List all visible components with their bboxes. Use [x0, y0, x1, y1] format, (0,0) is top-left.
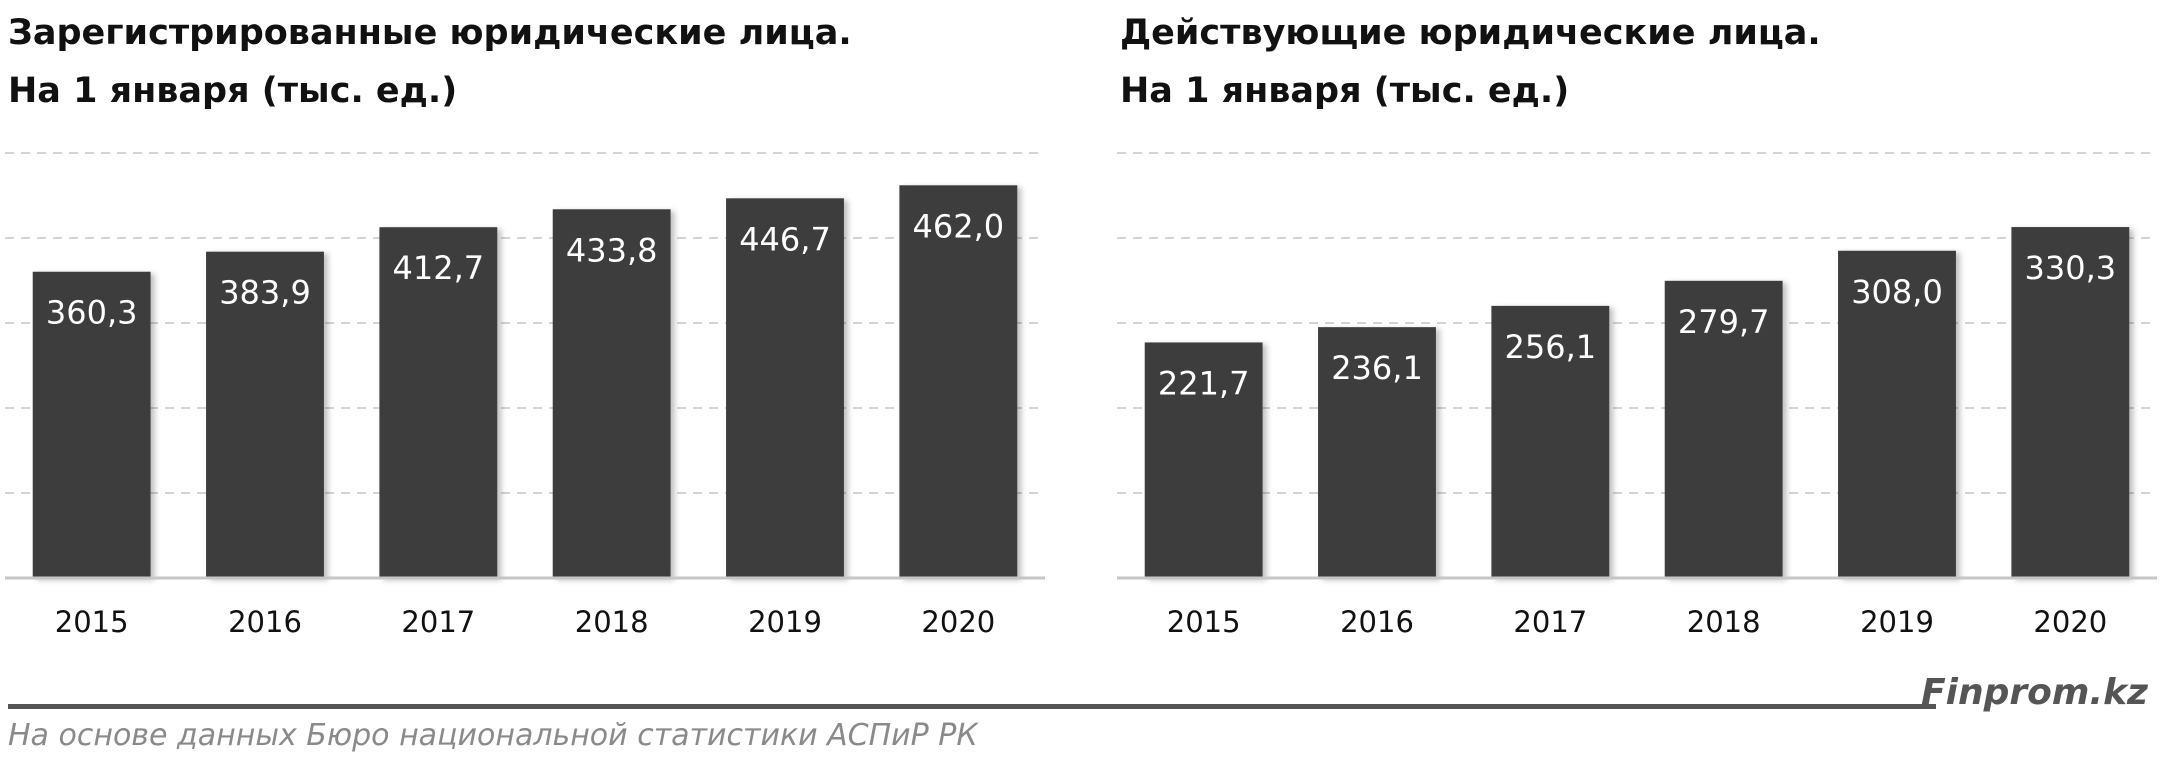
bar-chart-registered: 360,3 2015 383,9 2016 412,7 2017 433,8 2018 446,… — [5, 152, 1045, 639]
x-tick-label: 2019 — [748, 605, 822, 639]
bar — [899, 185, 1018, 579]
chart-title-line-1: Зарегистрированные юридические лица. — [8, 13, 852, 53]
x-tick-label: 2019 — [1860, 605, 1934, 639]
chart-active-entities: Действующие юридические лица. На 1 январ… — [1112, 0, 2160, 640]
bar — [2011, 227, 2130, 578]
x-tick-label: 2016 — [228, 605, 302, 639]
x-tick-label: 2018 — [575, 605, 649, 639]
data-label: 256,1 — [1505, 328, 1597, 366]
bar — [1144, 342, 1263, 578]
x-tick-label: 2020 — [921, 605, 995, 639]
x-tick-label: 2016 — [1340, 605, 1414, 639]
chart-title-line-2: На 1 января (тыс. ед.) — [8, 71, 458, 111]
x-tick-label: 2015 — [1167, 605, 1241, 639]
bar-chart-active: 221,7 2015 236,1 2016 256,1 2017 279,7 2018 308,… — [1117, 152, 2157, 639]
bar — [206, 251, 324, 578]
brand-logo-text: Finprom.kz — [1921, 672, 2148, 713]
data-label: 360,3 — [46, 294, 138, 332]
data-label: 383,9 — [219, 274, 311, 312]
bar — [1491, 305, 1610, 578]
data-label: 236,1 — [1331, 349, 1423, 387]
data-label: 221,7 — [1158, 364, 1250, 402]
chart-title: Зарегистрированные юридические лица. На … — [8, 4, 852, 120]
gridlines — [5, 152, 1045, 494]
bar — [552, 209, 671, 578]
chart-title-line-1: Действующие юридические лица. — [1120, 13, 1821, 53]
x-tick-label: 2015 — [55, 605, 129, 639]
x-tick-label: 2020 — [2033, 605, 2107, 639]
bar — [726, 198, 844, 578]
chart-title: Действующие юридические лица. На 1 январ… — [1120, 4, 1821, 120]
data-label: 330,3 — [2025, 249, 2117, 287]
x-tick-label: 2017 — [401, 605, 475, 639]
footer-divider — [8, 704, 1936, 709]
bar — [32, 271, 151, 578]
bar — [1838, 250, 1956, 578]
bar — [379, 227, 498, 578]
data-label: 308,0 — [1851, 273, 1943, 311]
x-tick-label: 2018 — [1687, 605, 1761, 639]
data-label: 433,8 — [566, 231, 658, 269]
gridlines — [1117, 152, 2157, 494]
bar — [1318, 327, 1436, 578]
bar — [1664, 280, 1783, 578]
chart-registered-entities: Зарегистрированные юридические лица. На … — [0, 0, 1060, 640]
x-tick-label: 2017 — [1513, 605, 1587, 639]
data-label: 279,7 — [1678, 303, 1770, 341]
data-label: 412,7 — [393, 249, 485, 287]
chart-title-line-2: На 1 января (тыс. ед.) — [1120, 71, 1570, 111]
source-note: На основе данных Бюро национальной стати… — [8, 718, 978, 753]
data-label: 446,7 — [739, 220, 831, 258]
data-label: 462,0 — [913, 207, 1005, 245]
